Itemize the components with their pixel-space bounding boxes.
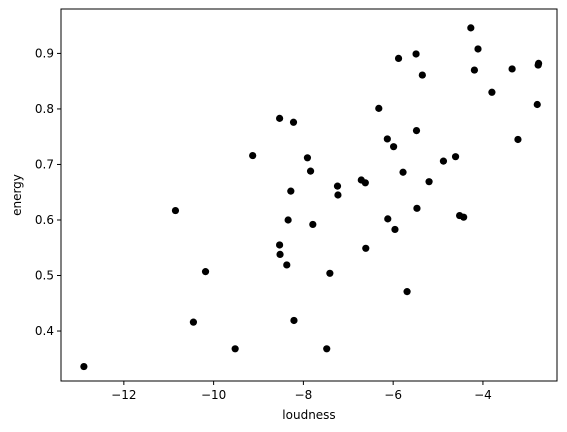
x-axis: −12 −10 −8 −6 −4 xyxy=(111,381,492,402)
y-tick-label: 0.4 xyxy=(35,324,54,338)
data-point xyxy=(488,88,496,96)
plot-area xyxy=(80,24,543,371)
data-point xyxy=(333,182,342,190)
data-point xyxy=(403,288,411,296)
data-point xyxy=(276,114,284,122)
data-point xyxy=(323,345,331,353)
data-point xyxy=(362,244,370,252)
data-point xyxy=(460,213,468,221)
plot-frame xyxy=(60,8,558,382)
data-point xyxy=(189,318,198,326)
data-point xyxy=(361,179,369,187)
data-point xyxy=(289,118,298,126)
data-point xyxy=(508,65,516,73)
x-axis-label: loudness xyxy=(282,408,335,422)
data-point xyxy=(474,45,482,53)
data-point xyxy=(439,157,448,165)
y-tick-label: 0.6 xyxy=(35,213,54,227)
data-point xyxy=(399,168,407,176)
data-point xyxy=(533,100,541,109)
data-point xyxy=(535,59,543,68)
data-point xyxy=(467,24,475,32)
data-point xyxy=(375,104,383,112)
data-point xyxy=(391,225,399,234)
x-tick-label: −10 xyxy=(201,388,226,402)
data-point xyxy=(394,54,403,63)
x-tick-label: −8 xyxy=(295,388,313,402)
data-point xyxy=(276,241,284,249)
y-tick-label: 0.7 xyxy=(35,157,54,171)
data-point xyxy=(418,71,426,79)
data-point xyxy=(201,268,210,276)
data-point xyxy=(287,187,295,195)
data-point xyxy=(276,250,284,259)
data-point xyxy=(290,316,298,325)
data-point xyxy=(284,216,292,224)
data-point xyxy=(283,261,291,269)
x-tick-label: −6 xyxy=(384,388,402,402)
y-axis: 0.4 0.5 0.6 0.7 0.8 0.9 xyxy=(35,46,61,338)
data-point xyxy=(412,126,421,135)
y-tick-label: 0.9 xyxy=(35,46,54,60)
data-point xyxy=(334,191,342,199)
data-point xyxy=(303,154,312,162)
data-point xyxy=(390,143,398,151)
data-point xyxy=(412,50,420,58)
data-point xyxy=(306,167,315,175)
data-point xyxy=(171,206,180,215)
data-point xyxy=(470,66,479,74)
y-axis-label: energy xyxy=(10,174,24,216)
y-tick-label: 0.5 xyxy=(35,269,54,283)
data-point xyxy=(249,151,257,160)
x-tick-label: −4 xyxy=(474,388,492,402)
data-point xyxy=(309,220,317,229)
y-tick-label: 0.8 xyxy=(35,102,54,116)
data-point xyxy=(451,153,460,161)
data-point xyxy=(326,269,334,277)
data-point xyxy=(425,178,433,186)
data-point xyxy=(383,135,391,143)
data-point xyxy=(80,362,88,371)
data-point xyxy=(514,135,522,144)
data-point xyxy=(384,215,392,223)
data-point xyxy=(413,204,421,212)
data-point xyxy=(231,345,239,353)
x-tick-label: −12 xyxy=(111,388,136,402)
